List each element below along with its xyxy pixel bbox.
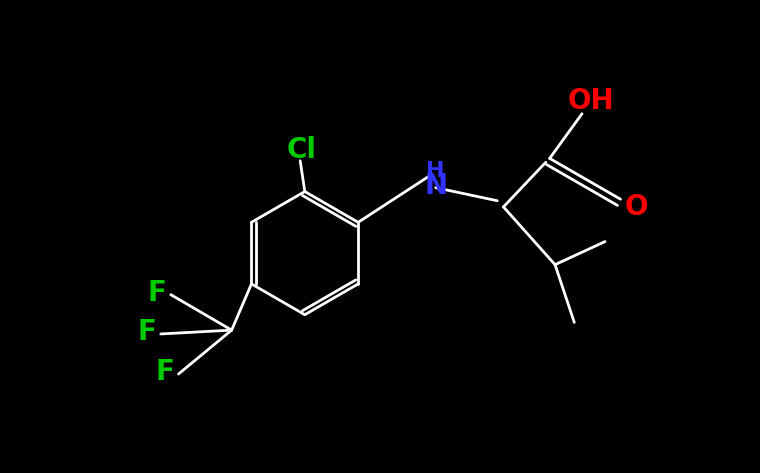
Text: Cl: Cl bbox=[287, 136, 317, 164]
Text: N: N bbox=[424, 172, 448, 200]
Text: H: H bbox=[426, 161, 445, 181]
Text: F: F bbox=[147, 279, 166, 307]
Text: F: F bbox=[138, 318, 157, 346]
Text: O: O bbox=[624, 193, 648, 221]
Text: OH: OH bbox=[568, 87, 615, 114]
Text: F: F bbox=[155, 359, 174, 386]
